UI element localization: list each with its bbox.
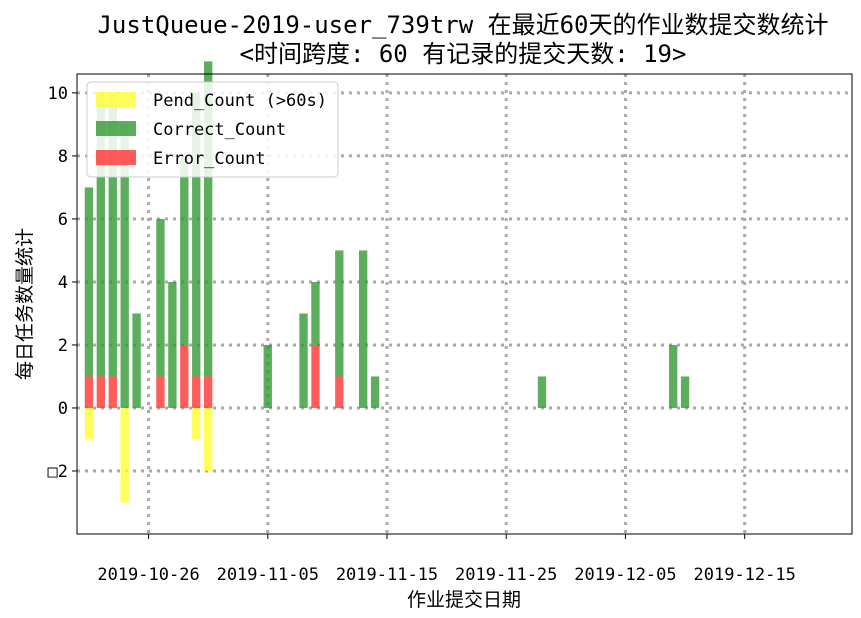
y-tick-label: 10 xyxy=(48,84,68,104)
bar-correct xyxy=(370,376,380,408)
legend: Pend_Count (>60s) Correct_Count Error_Coun… xyxy=(86,81,339,178)
x-tick-label: 2019-11-05 xyxy=(217,565,319,585)
tick-layer: □2 0 2 4 6 8 10 2019-10-26 2019-11-05 2019-11-15 2… xyxy=(48,84,796,585)
x-tick-label: 2019-10-26 xyxy=(97,565,199,585)
bar-pend xyxy=(192,407,201,440)
bar-correct xyxy=(203,61,213,377)
bar-error xyxy=(108,376,117,408)
bar-correct xyxy=(263,344,272,408)
y-axis-label: 每日任务数量统计 xyxy=(14,228,36,380)
bar-correct xyxy=(680,376,690,408)
bar-pend xyxy=(203,407,213,471)
y-tick-label: 2 xyxy=(58,336,68,356)
bar-error xyxy=(96,376,106,408)
bar-correct xyxy=(335,250,344,377)
legend-label: Pend_Count (>60s) xyxy=(153,91,327,111)
legend-label: Error_Count xyxy=(153,149,266,169)
x-tick-label: 2019-11-25 xyxy=(455,565,557,585)
x-tick-label: 2019-11-15 xyxy=(336,565,438,585)
x-axis-label: 作业提交日期 xyxy=(407,589,521,611)
chart-title: JustQueue-2019-user_739trw 在最近60天的作业数提交数… xyxy=(97,11,828,39)
bar-correct xyxy=(108,92,117,377)
bar-correct xyxy=(358,250,368,408)
bar-error xyxy=(203,376,213,408)
chart-subtitle: <时间跨度: 60 有记录的提交天数: 19> xyxy=(240,40,687,68)
bar-error xyxy=(192,376,201,408)
bar-correct xyxy=(192,92,201,377)
bar-correct xyxy=(120,124,129,408)
bar-error xyxy=(311,344,320,408)
plot-frame xyxy=(76,73,853,535)
legend-box xyxy=(86,81,339,178)
bar-error xyxy=(156,376,165,408)
legend-swatch xyxy=(96,121,136,136)
y-tick-label: 6 xyxy=(58,210,68,230)
bar-correct xyxy=(668,344,678,408)
x-tick-label: 2019-12-05 xyxy=(574,565,676,585)
bar-correct xyxy=(156,218,165,377)
bar-correct xyxy=(168,281,177,408)
x-tick-label: 2019-12-15 xyxy=(694,565,796,585)
bar-correct xyxy=(180,155,189,345)
bar-error xyxy=(335,376,344,408)
bar-layer xyxy=(84,61,690,503)
bar-correct xyxy=(96,92,106,377)
bar-correct xyxy=(299,313,308,408)
y-tick-label: 4 xyxy=(58,273,68,293)
bar-pend xyxy=(120,407,129,503)
legend-label: Correct_Count xyxy=(153,120,286,140)
bar-error xyxy=(180,344,189,408)
bar-correct xyxy=(537,376,547,408)
y-tick-label: 0 xyxy=(58,399,68,419)
y-tick-label: □2 xyxy=(48,462,68,482)
legend-swatch xyxy=(96,150,136,165)
bar-correct xyxy=(311,281,320,345)
legend-swatch xyxy=(96,92,136,107)
y-tick-label: 8 xyxy=(58,147,68,167)
bar-correct xyxy=(84,187,94,377)
bar-pend xyxy=(84,407,94,440)
bar-error xyxy=(84,376,94,408)
bar-correct xyxy=(132,313,141,408)
